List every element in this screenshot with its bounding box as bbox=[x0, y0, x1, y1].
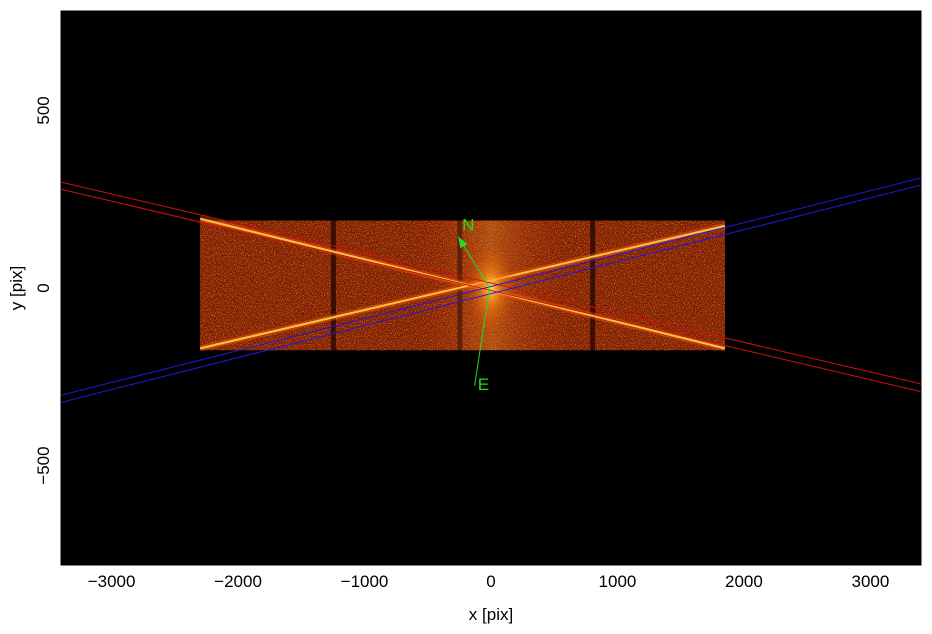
spectral-trace bbox=[199, 224, 726, 350]
region-line bbox=[61, 181, 921, 385]
compass-east-label: E bbox=[478, 375, 489, 394]
x-tick-label: 3000 bbox=[851, 572, 889, 591]
y-tick-label: 500 bbox=[34, 96, 53, 124]
x-tick-label: −3000 bbox=[88, 572, 136, 591]
chip-gap bbox=[590, 220, 596, 351]
region-line bbox=[61, 177, 921, 396]
zero-order-core bbox=[463, 238, 519, 338]
x-tick-label: −1000 bbox=[341, 572, 389, 591]
compass-north-label: N bbox=[462, 215, 474, 234]
image-layer: NE bbox=[61, 177, 921, 403]
chip-gap bbox=[330, 220, 336, 351]
y-axis-label: y [pix] bbox=[7, 266, 26, 310]
y-tick-label: −500 bbox=[34, 446, 53, 484]
compass-north-arrowhead bbox=[458, 236, 468, 249]
region-line bbox=[61, 184, 921, 403]
region-line bbox=[61, 188, 921, 393]
x-tick-label: 1000 bbox=[599, 572, 637, 591]
x-axis: −3000 −2000 −1000 0 1000 2000 3000 bbox=[88, 11, 889, 591]
x-tick-label: 0 bbox=[486, 572, 495, 591]
y-tick-label: 0 bbox=[34, 283, 53, 292]
compass-east-line bbox=[474, 287, 491, 386]
x-axis-label: x [pix] bbox=[469, 605, 513, 624]
y-axis: −500 0 500 bbox=[34, 96, 921, 485]
x-tick-label: 2000 bbox=[725, 572, 763, 591]
x-tick-label: −2000 bbox=[214, 572, 262, 591]
